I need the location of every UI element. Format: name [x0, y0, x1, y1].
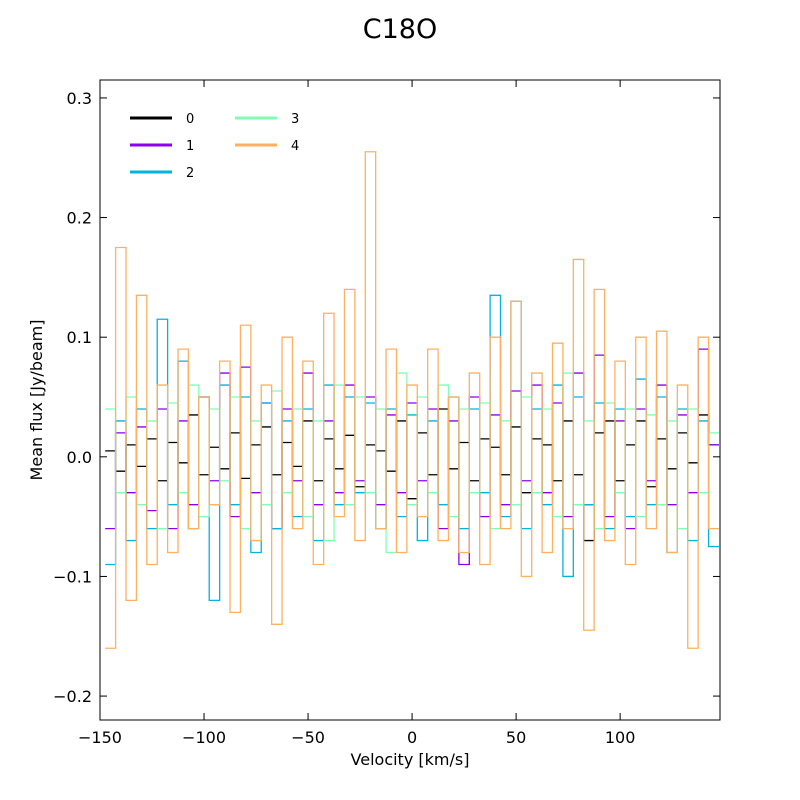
y-tick-label: 0.1	[67, 328, 92, 347]
y-tick-label: −0.1	[53, 567, 92, 586]
legend-item-0: 0	[130, 112, 194, 127]
axes: −150 −100 −50 0 50 100 −0.2 −0.1 0.0 0.1 0.2 0.3	[53, 79, 721, 747]
x-tick-label: 0	[407, 728, 417, 747]
plot-frame	[99, 79, 721, 721]
legend-label: 1	[186, 139, 194, 154]
series-line-4	[105, 151, 719, 649]
plot-area	[105, 151, 719, 649]
legend-label: 3	[291, 112, 299, 127]
legend: 0 1 2 3 4	[130, 112, 299, 181]
legend-item-3: 3	[235, 112, 299, 127]
legend-label: 0	[186, 112, 194, 127]
x-axis-label: Velocity [km/s]	[351, 750, 470, 769]
y-tick-label: 0.0	[67, 448, 92, 467]
chart-title: C18O	[363, 14, 437, 45]
y-axis-label: Mean flux [Jy/beam]	[27, 320, 46, 481]
legend-item-4: 4	[235, 139, 299, 154]
legend-item-1: 1	[130, 139, 194, 154]
x-tick-label: −150	[78, 728, 122, 747]
y-tick-label: −0.2	[53, 687, 92, 706]
legend-item-2: 2	[130, 166, 194, 181]
x-tick-label: 50	[506, 728, 526, 747]
x-tick-label: −100	[182, 728, 226, 747]
x-tick-label: 100	[605, 728, 636, 747]
legend-label: 4	[291, 139, 299, 154]
y-tick-label: 0.3	[67, 89, 92, 108]
y-tick-label: 0.2	[67, 209, 92, 228]
x-tick-label: −50	[291, 728, 325, 747]
legend-label: 2	[186, 166, 194, 181]
